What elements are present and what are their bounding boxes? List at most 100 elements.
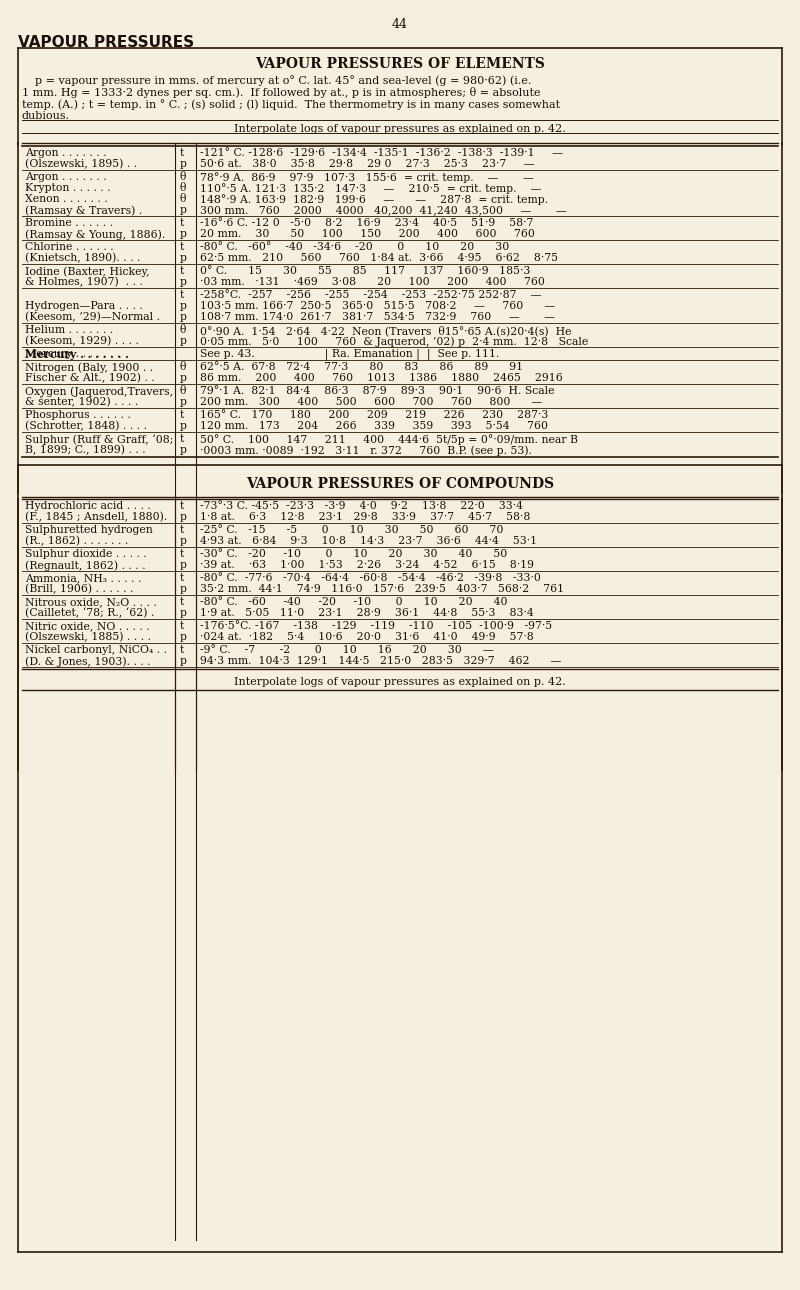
Text: Xenon . . . . . . .: Xenon . . . . . . .	[25, 194, 108, 204]
Text: p: p	[180, 445, 187, 455]
Text: t: t	[180, 620, 184, 631]
Text: Chlorine . . . . . .: Chlorine . . . . . .	[25, 243, 114, 252]
Text: 0° C.      15      30      55      85     117     137    160·9   185·3: 0° C. 15 30 55 85 117 137 160·9 185·3	[200, 266, 530, 276]
Text: p: p	[180, 373, 187, 383]
Text: Iodine (Baxter, Hickey,: Iodine (Baxter, Hickey,	[25, 266, 150, 276]
Text: -9° C.    -7       -2       0      10      16      20      30      —: -9° C. -7 -2 0 10 16 20 30 —	[200, 645, 494, 655]
Text: 0·05 mm.   5·0     100     760  & Jaquerod, ’02) p  2·4 mm.  12·8   Scale: 0·05 mm. 5·0 100 760 & Jaquerod, ’02) p …	[200, 335, 588, 347]
Text: (Olszewski, 1895) . .: (Olszewski, 1895) . .	[25, 159, 137, 169]
Text: See p. 43.                    | Ra. Emanation |  |  See p. 111.: See p. 43. | Ra. Emanation | | See p. 11…	[200, 350, 499, 360]
Text: t: t	[180, 501, 184, 511]
Text: t: t	[180, 290, 184, 301]
Text: Sulphur dioxide . . . . .: Sulphur dioxide . . . . .	[25, 550, 146, 559]
Text: (Keesom, 1929) . . . .: (Keesom, 1929) . . . .	[25, 335, 139, 346]
Text: p: p	[180, 560, 187, 570]
Text: Nitrogen (Baly, 1900 . .: Nitrogen (Baly, 1900 . .	[25, 362, 153, 373]
Text: 44: 44	[392, 18, 408, 31]
Text: ·39 at.    ·63    1·00    1·53    2·26    3·24    4·52    6·15    8·19: ·39 at. ·63 1·00 1·53 2·26 3·24 4·52 6·1…	[200, 560, 534, 570]
Text: (R., 1862) . . . . . . .: (R., 1862) . . . . . . .	[25, 537, 128, 547]
Text: p: p	[180, 608, 187, 618]
Text: θ: θ	[180, 362, 186, 372]
Text: Mercury . . . . . . .: Mercury . . . . . . .	[25, 350, 120, 359]
Text: -30° C.   -20     -10       0      10      20      30      40      50: -30° C. -20 -10 0 10 20 30 40 50	[200, 550, 507, 559]
Text: 120 mm.   173     204     266     339     359     393    5·54     760: 120 mm. 173 204 266 339 359 393 5·54 760	[200, 421, 548, 431]
Text: t: t	[180, 573, 184, 583]
Text: -80° C.  -77·6   -70·4   -64·4   -60·8   -54·4   -46·2   -39·8   -33·0: -80° C. -77·6 -70·4 -64·4 -60·8 -54·4 -4…	[200, 573, 541, 583]
Text: -258°C.  -257    -256    -255    -254    -253  -252·75 252·87    —: -258°C. -257 -256 -255 -254 -253 -252·75…	[200, 290, 542, 301]
Text: (Olszewski, 1885) . . . .: (Olszewski, 1885) . . . .	[25, 632, 151, 642]
Text: p: p	[180, 632, 187, 642]
Text: -73°·3 C. -45·5  -23·3   -3·9    4·0    9·2    13·8    22·0    33·4: -73°·3 C. -45·5 -23·3 -3·9 4·0 9·2 13·8 …	[200, 501, 523, 511]
Text: -16°·6 C. -12 0   -5·0    8·2    16·9    23·4    40·5    51·9    58·7: -16°·6 C. -12 0 -5·0 8·2 16·9 23·4 40·5 …	[200, 218, 534, 228]
Text: Helium . . . . . . .: Helium . . . . . . .	[25, 325, 114, 335]
Text: 300 mm.   760    2000    4000   40,200  41,240  43,500     —       —: 300 mm. 760 2000 4000 40,200 41,240 43,5…	[200, 205, 566, 215]
Text: Fischer & Alt., 1902) . .: Fischer & Alt., 1902) . .	[25, 373, 154, 383]
Text: 200 mm.   300     400     500     600     700     760     800      —: 200 mm. 300 400 500 600 700 760 800 —	[200, 397, 542, 408]
Text: θ: θ	[180, 172, 186, 182]
Text: p: p	[180, 335, 187, 346]
Text: p: p	[180, 312, 187, 322]
Text: VAPOUR PRESSURES OF COMPOUNDS: VAPOUR PRESSURES OF COMPOUNDS	[246, 477, 554, 491]
Text: Sulphuretted hydrogen: Sulphuretted hydrogen	[25, 525, 153, 535]
Text: 4·93 at.   6·84    9·3    10·8    14·3    23·7    36·6    44·4    53·1: 4·93 at. 6·84 9·3 10·8 14·3 23·7 36·6 44…	[200, 537, 537, 546]
Text: 78°·9 A.  86·9    97·9   107·3   155·6  = crit. temp.    —       —: 78°·9 A. 86·9 97·9 107·3 155·6 = crit. t…	[200, 172, 534, 183]
Text: Interpolate logs of vapour pressures as explained on p. 42.: Interpolate logs of vapour pressures as …	[234, 677, 566, 688]
Text: p: p	[180, 301, 187, 311]
Text: Ammonia, NH₃ . . . . .: Ammonia, NH₃ . . . . .	[25, 573, 142, 583]
Text: θ: θ	[180, 386, 186, 396]
Text: 1·9 at.   5·05   11·0    23·1    28·9    36·1    44·8    55·3    83·4: 1·9 at. 5·05 11·0 23·1 28·9 36·1 44·8 55…	[200, 608, 534, 618]
Text: Hydrogen—Para . . . .: Hydrogen—Para . . . .	[25, 301, 142, 311]
Text: Mercury . . . . . . .: Mercury . . . . . . .	[25, 350, 129, 360]
Text: 103·5 mm. 166·7  250·5   365·0   515·5   708·2     —     760      —: 103·5 mm. 166·7 250·5 365·0 515·5 708·2 …	[200, 301, 555, 311]
Text: temp. (A.) ; t = temp. in ° C. ; (s) solid ; (l) liquid.  The thermometry is in : temp. (A.) ; t = temp. in ° C. ; (s) sol…	[22, 99, 560, 110]
Text: (Ramsay & Young, 1886).: (Ramsay & Young, 1886).	[25, 230, 166, 240]
Text: (Regnault, 1862) . . . .: (Regnault, 1862) . . . .	[25, 560, 146, 570]
Text: p: p	[180, 277, 187, 286]
Text: & Holmes, 1907)  . . .: & Holmes, 1907) . . .	[25, 277, 143, 288]
Text: t: t	[180, 597, 184, 608]
Text: & ṡenter, 1902) . . . .: & ṡenter, 1902) . . . .	[25, 397, 138, 408]
Text: 62°·5 A.  67·8   72·4    77·3      80      83      86      89      91: 62°·5 A. 67·8 72·4 77·3 80 83 86 89 91	[200, 362, 523, 372]
Text: (Keesom, ’29)—Normal .: (Keesom, ’29)—Normal .	[25, 312, 160, 322]
Text: Hydrochloric acid . . . .: Hydrochloric acid . . . .	[25, 501, 150, 511]
Text: 0°·90 A.  1·54   2·64   4·22  Neon (Travers  θ15°·65 A.(s)20·4(s)  He: 0°·90 A. 1·54 2·64 4·22 Neon (Travers θ1…	[200, 325, 571, 335]
Text: t: t	[180, 645, 184, 655]
Text: Nitrous oxide, N₂O . . . .: Nitrous oxide, N₂O . . . .	[25, 597, 157, 608]
Text: ·03 mm.   ·131    ·469    3·08      20     100     200     400     760: ·03 mm. ·131 ·469 3·08 20 100 200 400 76…	[200, 277, 545, 286]
Text: (Ramsay & Travers) .: (Ramsay & Travers) .	[25, 205, 142, 215]
Text: 165° C.   170     180     200     209     219     226     230    287·3: 165° C. 170 180 200 209 219 226 230 287·…	[200, 410, 548, 421]
Text: Krypton . . . . . .: Krypton . . . . . .	[25, 183, 110, 194]
Text: θ: θ	[180, 194, 186, 204]
Text: -121° C. -128·6  -129·6  -134·4  -135·1  -136·2  -138·3  -139·1     —: -121° C. -128·6 -129·6 -134·4 -135·1 -13…	[200, 148, 563, 157]
Text: VAPOUR PRESSURES: VAPOUR PRESSURES	[18, 35, 194, 50]
Text: 94·3 mm.  104·3  129·1   144·5   215·0   283·5   329·7    462      —: 94·3 mm. 104·3 129·1 144·5 215·0 283·5 3…	[200, 657, 562, 666]
Text: -176·5°C. -167    -138    -129    -119    -110    -105  -100·9   -97·5: -176·5°C. -167 -138 -129 -119 -110 -105 …	[200, 620, 552, 631]
Text: t: t	[180, 525, 184, 535]
Text: p: p	[180, 537, 187, 546]
Text: p: p	[180, 230, 187, 239]
Text: 148°·9 A. 163·9  182·9   199·6     —      —    287·8  = crit. temp.: 148°·9 A. 163·9 182·9 199·6 — — 287·8 = …	[200, 194, 548, 205]
Text: B, 1899; C., 1899) . . .: B, 1899; C., 1899) . . .	[25, 445, 146, 455]
Text: t: t	[180, 433, 184, 444]
Text: -80° C.   -60     -40     -20     -10       0      10      20      40: -80° C. -60 -40 -20 -10 0 10 20 40	[200, 597, 507, 608]
Text: 62·5 mm.   210     560     760   1·84 at.  3·66    4·95    6·62    8·75: 62·5 mm. 210 560 760 1·84 at. 3·66 4·95 …	[200, 253, 558, 263]
Text: 79°·1 A.  82·1   84·4    86·3    87·9    89·3    90·1    90·6  H. Scale: 79°·1 A. 82·1 84·4 86·3 87·9 89·3 90·1 9…	[200, 386, 554, 396]
Text: 110°·5 A. 121·3  135·2   147·3     —    210·5  = crit. temp.    —: 110°·5 A. 121·3 135·2 147·3 — 210·5 = cr…	[200, 183, 542, 194]
Text: t: t	[180, 266, 184, 276]
Text: t: t	[180, 410, 184, 421]
Text: Oxygen (Jaquerod,Travers,: Oxygen (Jaquerod,Travers,	[25, 386, 173, 396]
Text: Sulphur (Ruff & Graff, ‘08;: Sulphur (Ruff & Graff, ‘08;	[25, 433, 174, 445]
Text: p: p	[180, 512, 187, 522]
Text: p: p	[180, 584, 187, 593]
Text: t: t	[180, 243, 184, 252]
Text: -25° C.   -15      -5       0      10      30      50      60      70: -25° C. -15 -5 0 10 30 50 60 70	[200, 525, 503, 535]
Text: Argon . . . . . . .: Argon . . . . . . .	[25, 172, 106, 182]
Text: p = vapour pressure in mms. of mercury at o° C. lat. 45° and sea-level (g = 980·: p = vapour pressure in mms. of mercury a…	[28, 75, 531, 86]
Text: (Schrotter, 1848) . . . .: (Schrotter, 1848) . . . .	[25, 421, 147, 431]
Text: Argon . . . . . . .: Argon . . . . . . .	[25, 148, 106, 157]
Text: Bromine . . . . . .: Bromine . . . . . .	[25, 218, 113, 228]
Text: VAPOUR PRESSURES OF ELEMENTS: VAPOUR PRESSURES OF ELEMENTS	[255, 57, 545, 71]
Text: ·0003 mm. ·0089  ·192   3·11   r. 372     760  B.P. (see p. 53).: ·0003 mm. ·0089 ·192 3·11 r. 372 760 B.P…	[200, 445, 532, 455]
Text: (Cailletet, ‘78; R., ‘62) .: (Cailletet, ‘78; R., ‘62) .	[25, 608, 154, 619]
Text: Phosphorus . . . . . .: Phosphorus . . . . . .	[25, 410, 131, 421]
